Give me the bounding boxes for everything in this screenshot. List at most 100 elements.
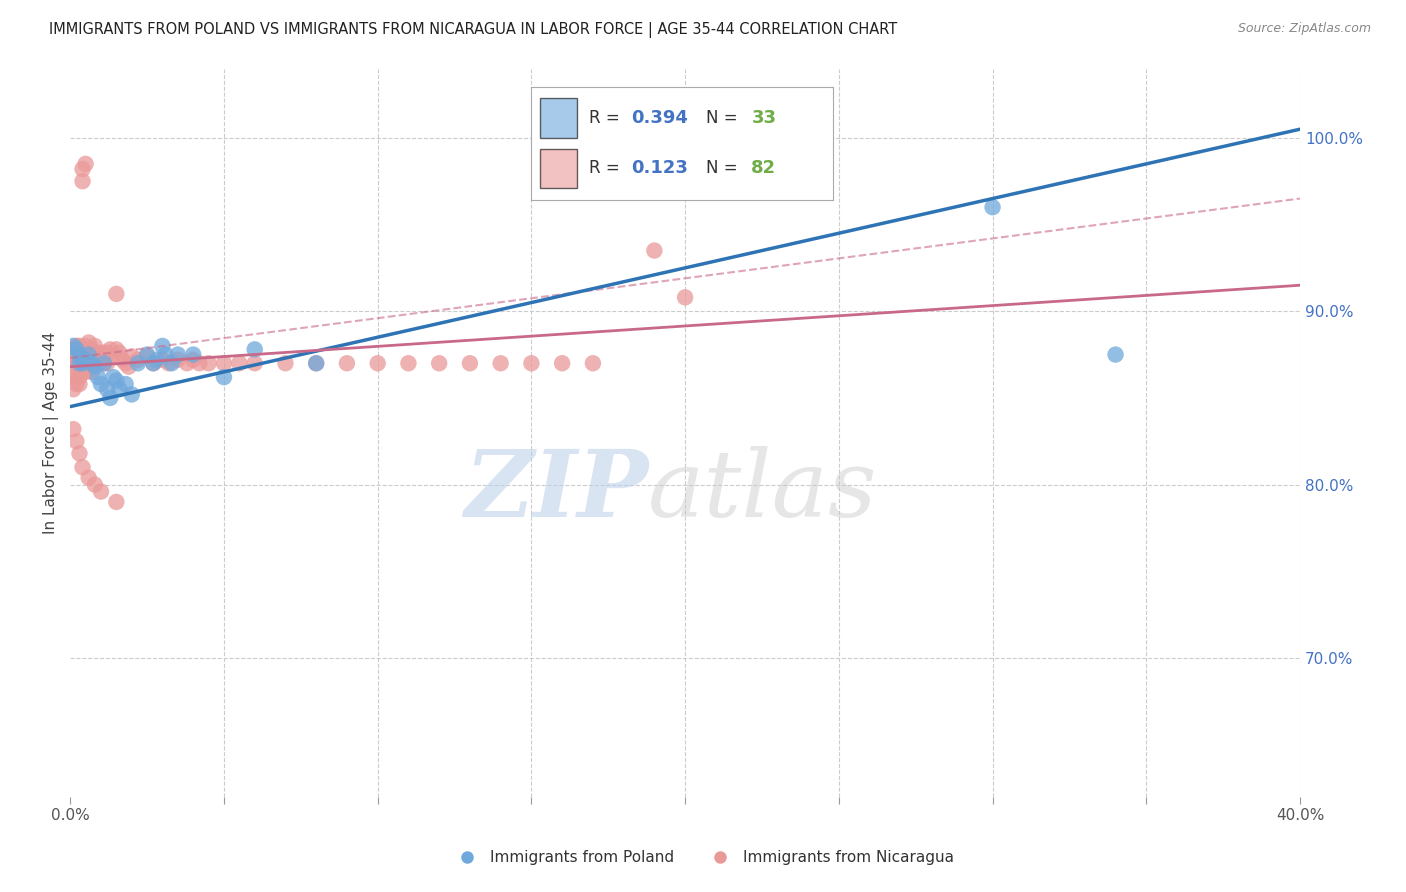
Point xyxy=(62,356,84,370)
Y-axis label: In Labor Force | Age 35-44: In Labor Force | Age 35-44 xyxy=(44,332,59,533)
Point xyxy=(72,356,94,370)
Point xyxy=(72,365,94,379)
Point xyxy=(65,343,87,357)
Point xyxy=(166,352,188,367)
Point xyxy=(62,348,84,362)
Point xyxy=(69,339,91,353)
Text: atlas: atlas xyxy=(648,446,877,536)
Point xyxy=(336,356,359,370)
Point xyxy=(305,356,328,370)
Point xyxy=(77,356,100,370)
Text: IMMIGRANTS FROM POLAND VS IMMIGRANTS FROM NICARAGUA IN LABOR FORCE | AGE 35-44 C: IMMIGRANTS FROM POLAND VS IMMIGRANTS FRO… xyxy=(49,22,897,38)
Point xyxy=(673,290,696,304)
Point xyxy=(80,352,103,367)
Point xyxy=(152,339,174,353)
Point xyxy=(212,356,235,370)
Point xyxy=(69,348,91,362)
Point xyxy=(396,356,419,370)
Point xyxy=(188,356,211,370)
Point xyxy=(181,348,204,362)
Point xyxy=(69,370,91,384)
Point xyxy=(551,356,574,370)
Point xyxy=(72,356,94,370)
Point xyxy=(80,356,103,370)
Point xyxy=(181,352,204,367)
Point xyxy=(69,356,91,370)
Point xyxy=(243,356,266,370)
Point xyxy=(117,359,139,374)
Point xyxy=(77,471,100,485)
Point xyxy=(90,377,112,392)
Point xyxy=(142,356,165,370)
Point xyxy=(520,356,543,370)
Point xyxy=(83,339,105,353)
Point xyxy=(90,346,112,360)
Point xyxy=(83,348,105,362)
Point xyxy=(96,346,118,360)
Point xyxy=(65,370,87,384)
Point xyxy=(136,348,159,362)
Point xyxy=(981,200,1004,214)
Point xyxy=(96,382,118,396)
Point xyxy=(243,343,266,357)
Point xyxy=(427,356,450,370)
Point xyxy=(77,335,100,350)
Point xyxy=(114,377,136,392)
Point xyxy=(83,359,105,374)
Point xyxy=(62,422,84,436)
Point xyxy=(103,348,125,362)
Point xyxy=(93,356,115,370)
Point xyxy=(80,343,103,357)
Point xyxy=(62,382,84,396)
Point xyxy=(105,343,128,357)
Point xyxy=(65,377,87,392)
Point xyxy=(80,365,103,379)
Point xyxy=(83,477,105,491)
Point xyxy=(111,352,134,367)
Point xyxy=(65,434,87,449)
Point xyxy=(367,356,389,370)
Point xyxy=(77,348,100,362)
Point xyxy=(65,339,87,353)
Point xyxy=(305,356,328,370)
Point xyxy=(121,387,143,401)
Point xyxy=(197,356,219,370)
Point xyxy=(87,348,110,362)
Point xyxy=(72,174,94,188)
Point xyxy=(155,348,177,362)
Point xyxy=(127,352,149,367)
Point xyxy=(582,356,605,370)
Point xyxy=(103,370,125,384)
Text: ZIP: ZIP xyxy=(464,446,648,536)
Point xyxy=(643,244,665,258)
Point xyxy=(121,349,143,363)
Point xyxy=(69,348,91,362)
Point xyxy=(65,356,87,370)
Point xyxy=(96,356,118,370)
Point xyxy=(75,339,97,353)
Point xyxy=(90,484,112,499)
Point xyxy=(274,356,297,370)
Point xyxy=(108,346,131,360)
Point xyxy=(75,365,97,379)
Point xyxy=(160,356,183,370)
Point xyxy=(489,356,512,370)
Point xyxy=(75,352,97,367)
Point xyxy=(176,356,198,370)
Point xyxy=(105,286,128,301)
Point xyxy=(69,377,91,392)
Point xyxy=(72,460,94,475)
Point xyxy=(212,370,235,384)
Point xyxy=(69,446,91,460)
Point xyxy=(157,356,180,370)
Legend: Immigrants from Poland, Immigrants from Nicaragua: Immigrants from Poland, Immigrants from … xyxy=(446,844,960,871)
Point xyxy=(166,348,188,362)
Point xyxy=(105,495,128,509)
Point xyxy=(77,348,100,362)
Point xyxy=(1104,348,1126,362)
Point xyxy=(98,391,121,405)
Point xyxy=(69,356,91,370)
Point xyxy=(62,370,84,384)
Point xyxy=(152,352,174,367)
Point xyxy=(127,356,149,370)
